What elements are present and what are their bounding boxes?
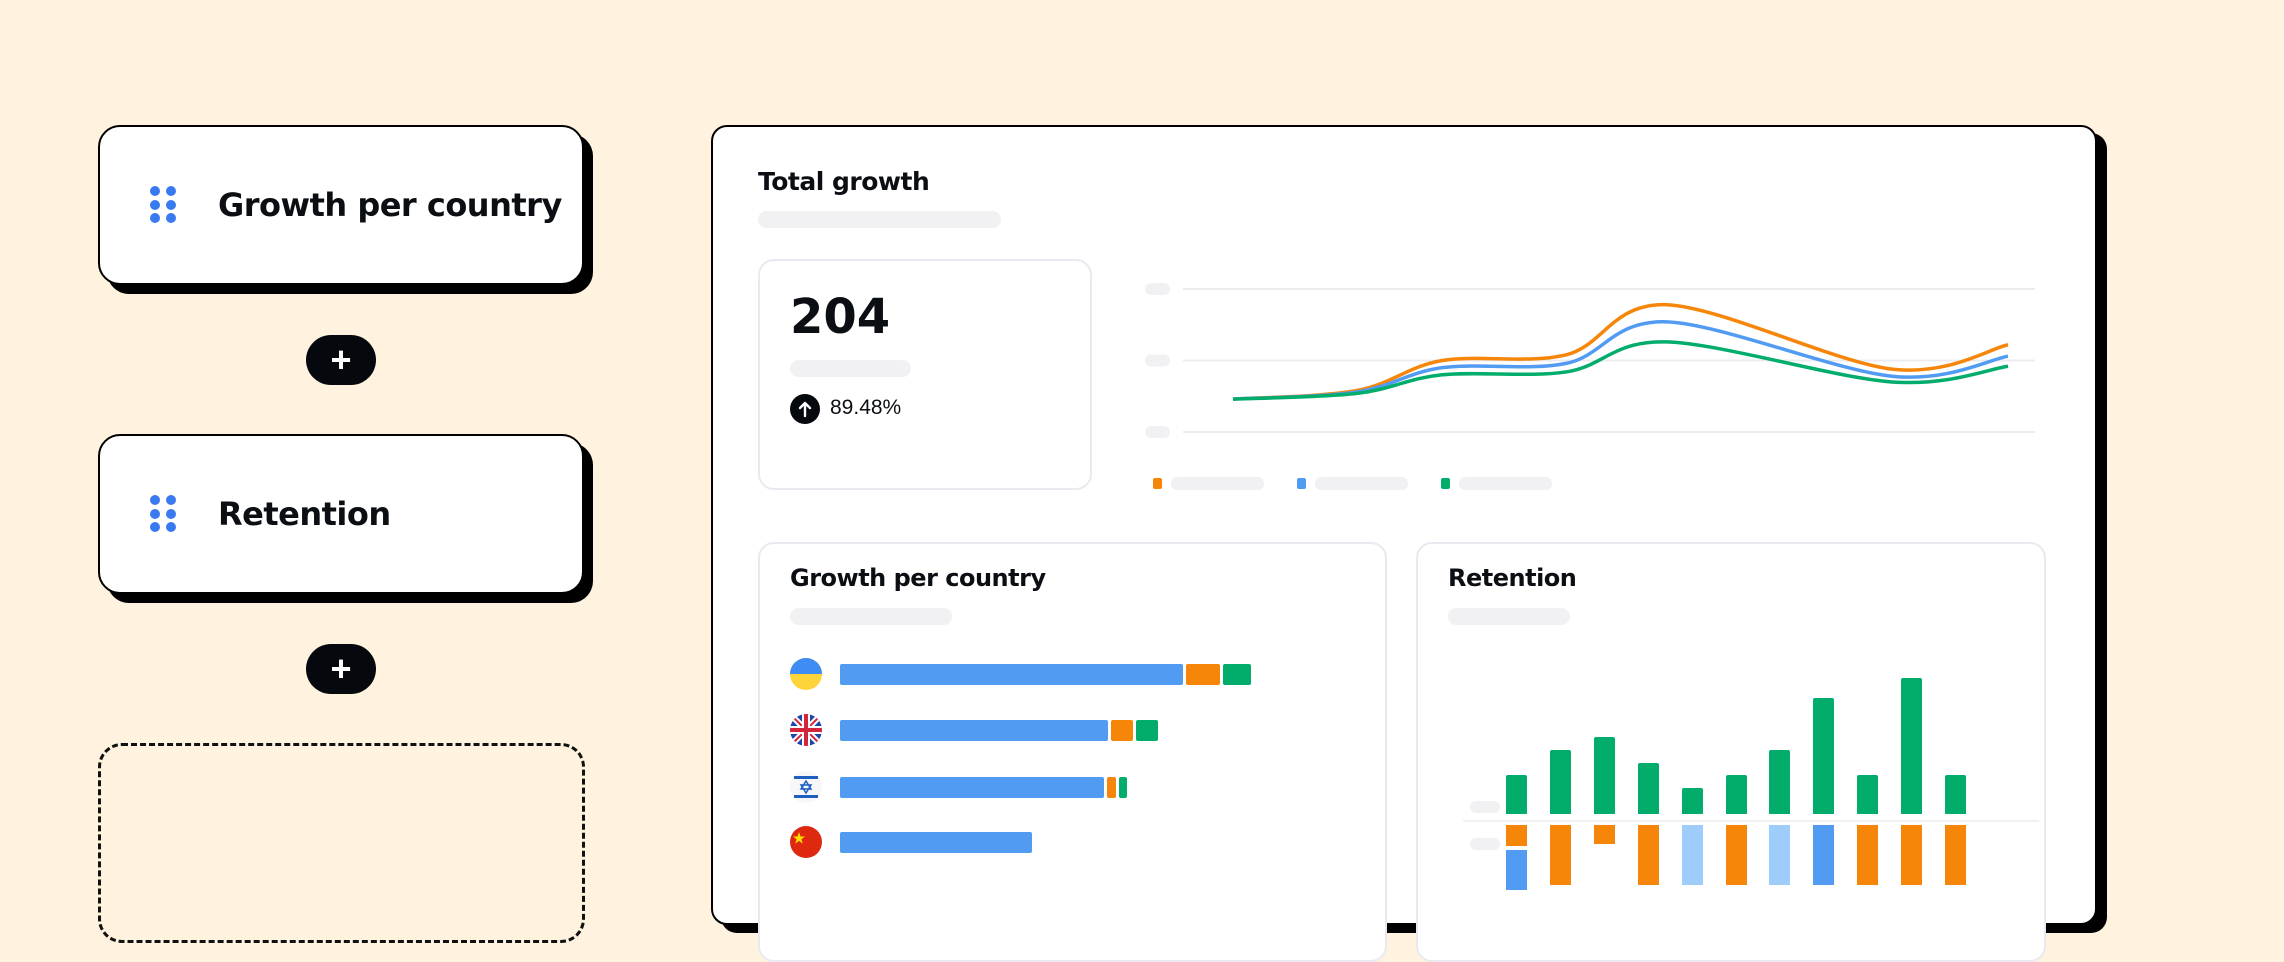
flag-israel-icon <box>790 771 822 803</box>
retention-bar-upper <box>1593 736 1615 814</box>
line-series-2 <box>1232 340 2009 401</box>
drag-handle-icon[interactable] <box>150 495 176 533</box>
retention-bar-lower <box>1769 825 1791 885</box>
bar-segment <box>1118 777 1128 798</box>
stat-label-placeholder <box>790 360 911 377</box>
retention-bar-upper <box>1945 775 1966 814</box>
arrow-up-icon <box>790 394 820 424</box>
retention-bar-lower <box>1857 825 1879 885</box>
retention-bar-upper <box>1549 749 1571 814</box>
widget-retention[interactable]: Retention <box>98 434 584 594</box>
legend-label-placeholder <box>1459 477 1552 490</box>
bar-segment <box>840 832 1033 853</box>
flag-china-icon <box>790 826 822 858</box>
retention-bar-lower <box>1945 825 1966 885</box>
retention-card: Retention <box>1416 542 2046 962</box>
legend-swatch <box>1297 478 1306 489</box>
retention-bar-lower <box>1813 825 1835 885</box>
widget-label: Growth per country <box>218 186 562 224</box>
y-tick-placeholder <box>1145 354 1170 367</box>
bar-segment <box>1223 664 1251 685</box>
retention-bar-lower <box>1506 850 1527 890</box>
widget-growth-per-country[interactable]: Growth per country <box>98 125 584 285</box>
y-tick-placeholder <box>1470 838 1500 850</box>
drag-handle-icon[interactable] <box>150 186 176 224</box>
retention-bar-lower <box>1725 825 1747 885</box>
bar-segment <box>840 664 1183 685</box>
y-tick-placeholder <box>1145 426 1170 438</box>
bar-segment <box>1135 720 1159 741</box>
add-widget-button[interactable]: + <box>306 644 376 694</box>
bar-segment <box>1186 664 1221 685</box>
retention-bar-lower <box>1506 825 1527 846</box>
growth-per-country-card: Growth per country <box>758 542 1387 962</box>
retention-bar-upper <box>1901 677 1923 814</box>
baseline <box>1463 820 2039 822</box>
dashboard-title: Total growth <box>758 167 930 196</box>
y-tick-placeholder <box>1145 283 1170 295</box>
widget-label: Retention <box>218 495 391 533</box>
stat-card: 204 89.48% <box>758 259 1092 490</box>
total-growth-line-chart <box>1145 283 2035 490</box>
retention-bar-upper <box>1769 749 1791 814</box>
bar-segment <box>1107 777 1116 798</box>
retention-bar-lower <box>1681 825 1703 885</box>
stat-change: 89.48% <box>830 396 902 419</box>
retention-bar-lower <box>1593 825 1615 844</box>
y-tick-placeholder <box>1470 801 1500 813</box>
add-widget-button[interactable]: + <box>306 335 376 385</box>
retention-bar-upper <box>1813 698 1835 814</box>
legend-swatch <box>1153 478 1162 489</box>
bar-segment <box>1110 720 1133 741</box>
retention-bar-lower <box>1549 825 1571 885</box>
retention-bar-lower <box>1901 825 1923 885</box>
dashboard-panel: Total growth 204 89.48% Growth per count… <box>711 125 2097 962</box>
bar-segment <box>840 777 1105 798</box>
subtitle-placeholder <box>758 211 1001 228</box>
flag-uk-icon <box>790 714 822 746</box>
stat-value: 204 <box>790 289 891 345</box>
card-title: Growth per country <box>790 564 1046 592</box>
empty-widget-dropzone[interactable] <box>98 743 585 943</box>
retention-bar-upper <box>1506 775 1527 814</box>
legend-swatch <box>1441 478 1450 489</box>
retention-bar-upper <box>1725 775 1747 814</box>
retention-bar-upper <box>1681 788 1703 814</box>
card-subtitle-placeholder <box>1448 608 1570 625</box>
retention-bar-upper <box>1637 762 1659 814</box>
legend-label-placeholder <box>1315 477 1408 490</box>
legend-label-placeholder <box>1171 477 1264 490</box>
card-title: Retention <box>1448 564 1577 592</box>
bar-segment <box>840 720 1108 741</box>
retention-bar-lower <box>1637 825 1659 885</box>
card-subtitle-placeholder <box>790 608 952 625</box>
line-series-0 <box>1232 302 2009 401</box>
retention-bar-upper <box>1857 775 1879 814</box>
flag-ukraine-icon <box>790 658 822 690</box>
